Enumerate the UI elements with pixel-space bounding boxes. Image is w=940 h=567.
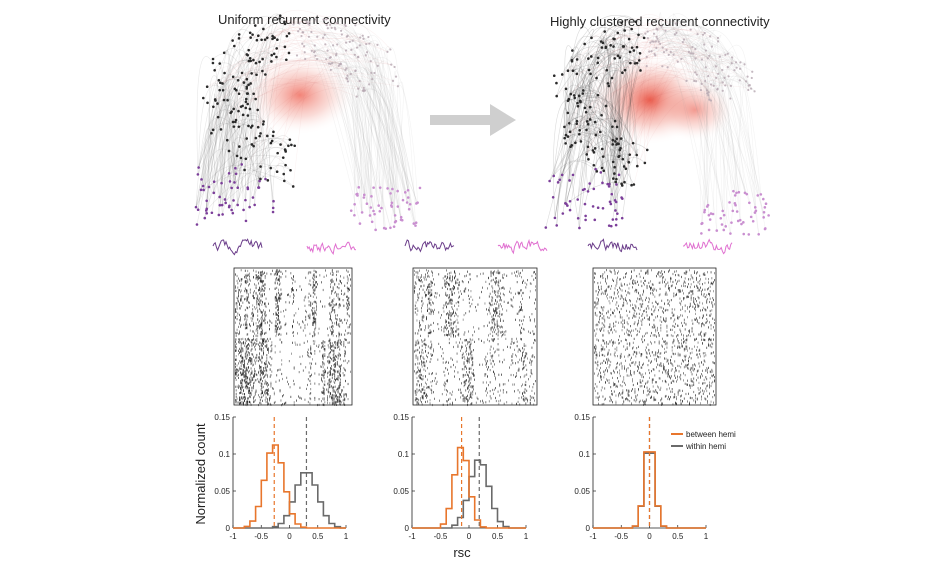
x-tick-label: -1 (589, 532, 597, 541)
legend: between hemi within hemi (671, 430, 736, 451)
x-tick-label: 1 (344, 532, 349, 541)
raster-intermediate (412, 267, 538, 407)
y-tick-label: 0.15 (393, 413, 409, 422)
histogram-panel: -1 -0.5 0 0.5 1 0 0.05 0.1 0.15 (214, 413, 348, 541)
x-axis-label: rsc (453, 545, 471, 560)
network-edges (545, 12, 766, 235)
trace-hemi-a (212, 238, 263, 256)
x-tick-label: 0.5 (312, 532, 324, 541)
right-network-title: Highly clustered recurrent connectivity (550, 14, 770, 29)
core-glow-secondary (655, 78, 735, 142)
x-tick-label: -0.5 (614, 532, 628, 541)
raster-plots (233, 267, 717, 407)
raster-uniform (233, 267, 353, 407)
trace-hemi-b (497, 238, 548, 255)
core-glow (245, 55, 355, 135)
hist-series-within (233, 472, 346, 529)
left-network-title: Uniform recurrent connectivity (218, 12, 391, 27)
x-tick-label: 1 (704, 532, 709, 541)
y-tick-label: 0.1 (579, 450, 591, 459)
trace-hemi-b (306, 241, 357, 256)
trace-hemi-a (404, 239, 455, 253)
histograms: -1 -0.5 0 0.5 1 0 0.05 0.1 0.15 -1 -0.5 0 0.5 1 0 0.05 0… (214, 413, 736, 541)
y-tick-label: 0.15 (214, 413, 230, 422)
y-tick-label: 0.05 (393, 487, 409, 496)
hist-series-within (412, 459, 526, 529)
x-tick-label: 0 (647, 532, 652, 541)
x-tick-label: 1 (524, 532, 529, 541)
x-tick-label: 0.5 (492, 532, 504, 541)
uniform-network-diagram (194, 9, 422, 232)
network-nodes (544, 20, 770, 236)
y-tick-label: 0.1 (219, 450, 231, 459)
histogram-panel: -1 -0.5 0 0.5 1 0 0.05 0.1 0.15 between hemi withi… (574, 413, 736, 541)
y-tick-label: 0 (405, 524, 410, 533)
hist-series-between (593, 451, 706, 529)
y-tick-label: 0 (586, 524, 591, 533)
y-tick-label: 0.05 (214, 487, 230, 496)
raster-clustered (592, 267, 717, 406)
transition-arrow (430, 104, 516, 136)
network-edges (195, 9, 418, 230)
hist-series-between (412, 446, 526, 529)
histogram-panel: -1 -0.5 0 0.5 1 0 0.05 0.1 0.15 (393, 413, 528, 541)
y-axis-label: Normalized count (193, 423, 208, 525)
x-tick-label: -0.5 (254, 532, 268, 541)
trace-hemi-a (587, 238, 638, 253)
network-nodes (194, 14, 422, 232)
hist-series-between (233, 444, 346, 529)
x-tick-label: -0.5 (434, 532, 448, 541)
trace-hemi-b (683, 238, 733, 255)
activity-traces (212, 238, 733, 256)
clustered-network-diagram (544, 12, 770, 236)
x-tick-label: 0 (287, 532, 292, 541)
y-tick-label: 0 (226, 524, 231, 533)
x-tick-label: 0.5 (672, 532, 684, 541)
x-tick-label: -1 (408, 532, 416, 541)
x-tick-label: 0 (467, 532, 472, 541)
legend-between-label: between hemi (686, 430, 736, 439)
y-tick-label: 0.05 (574, 487, 590, 496)
y-tick-label: 0.15 (574, 413, 590, 422)
y-tick-label: 0.1 (398, 450, 410, 459)
legend-within-label: within hemi (685, 442, 726, 451)
x-tick-label: -1 (229, 532, 237, 541)
